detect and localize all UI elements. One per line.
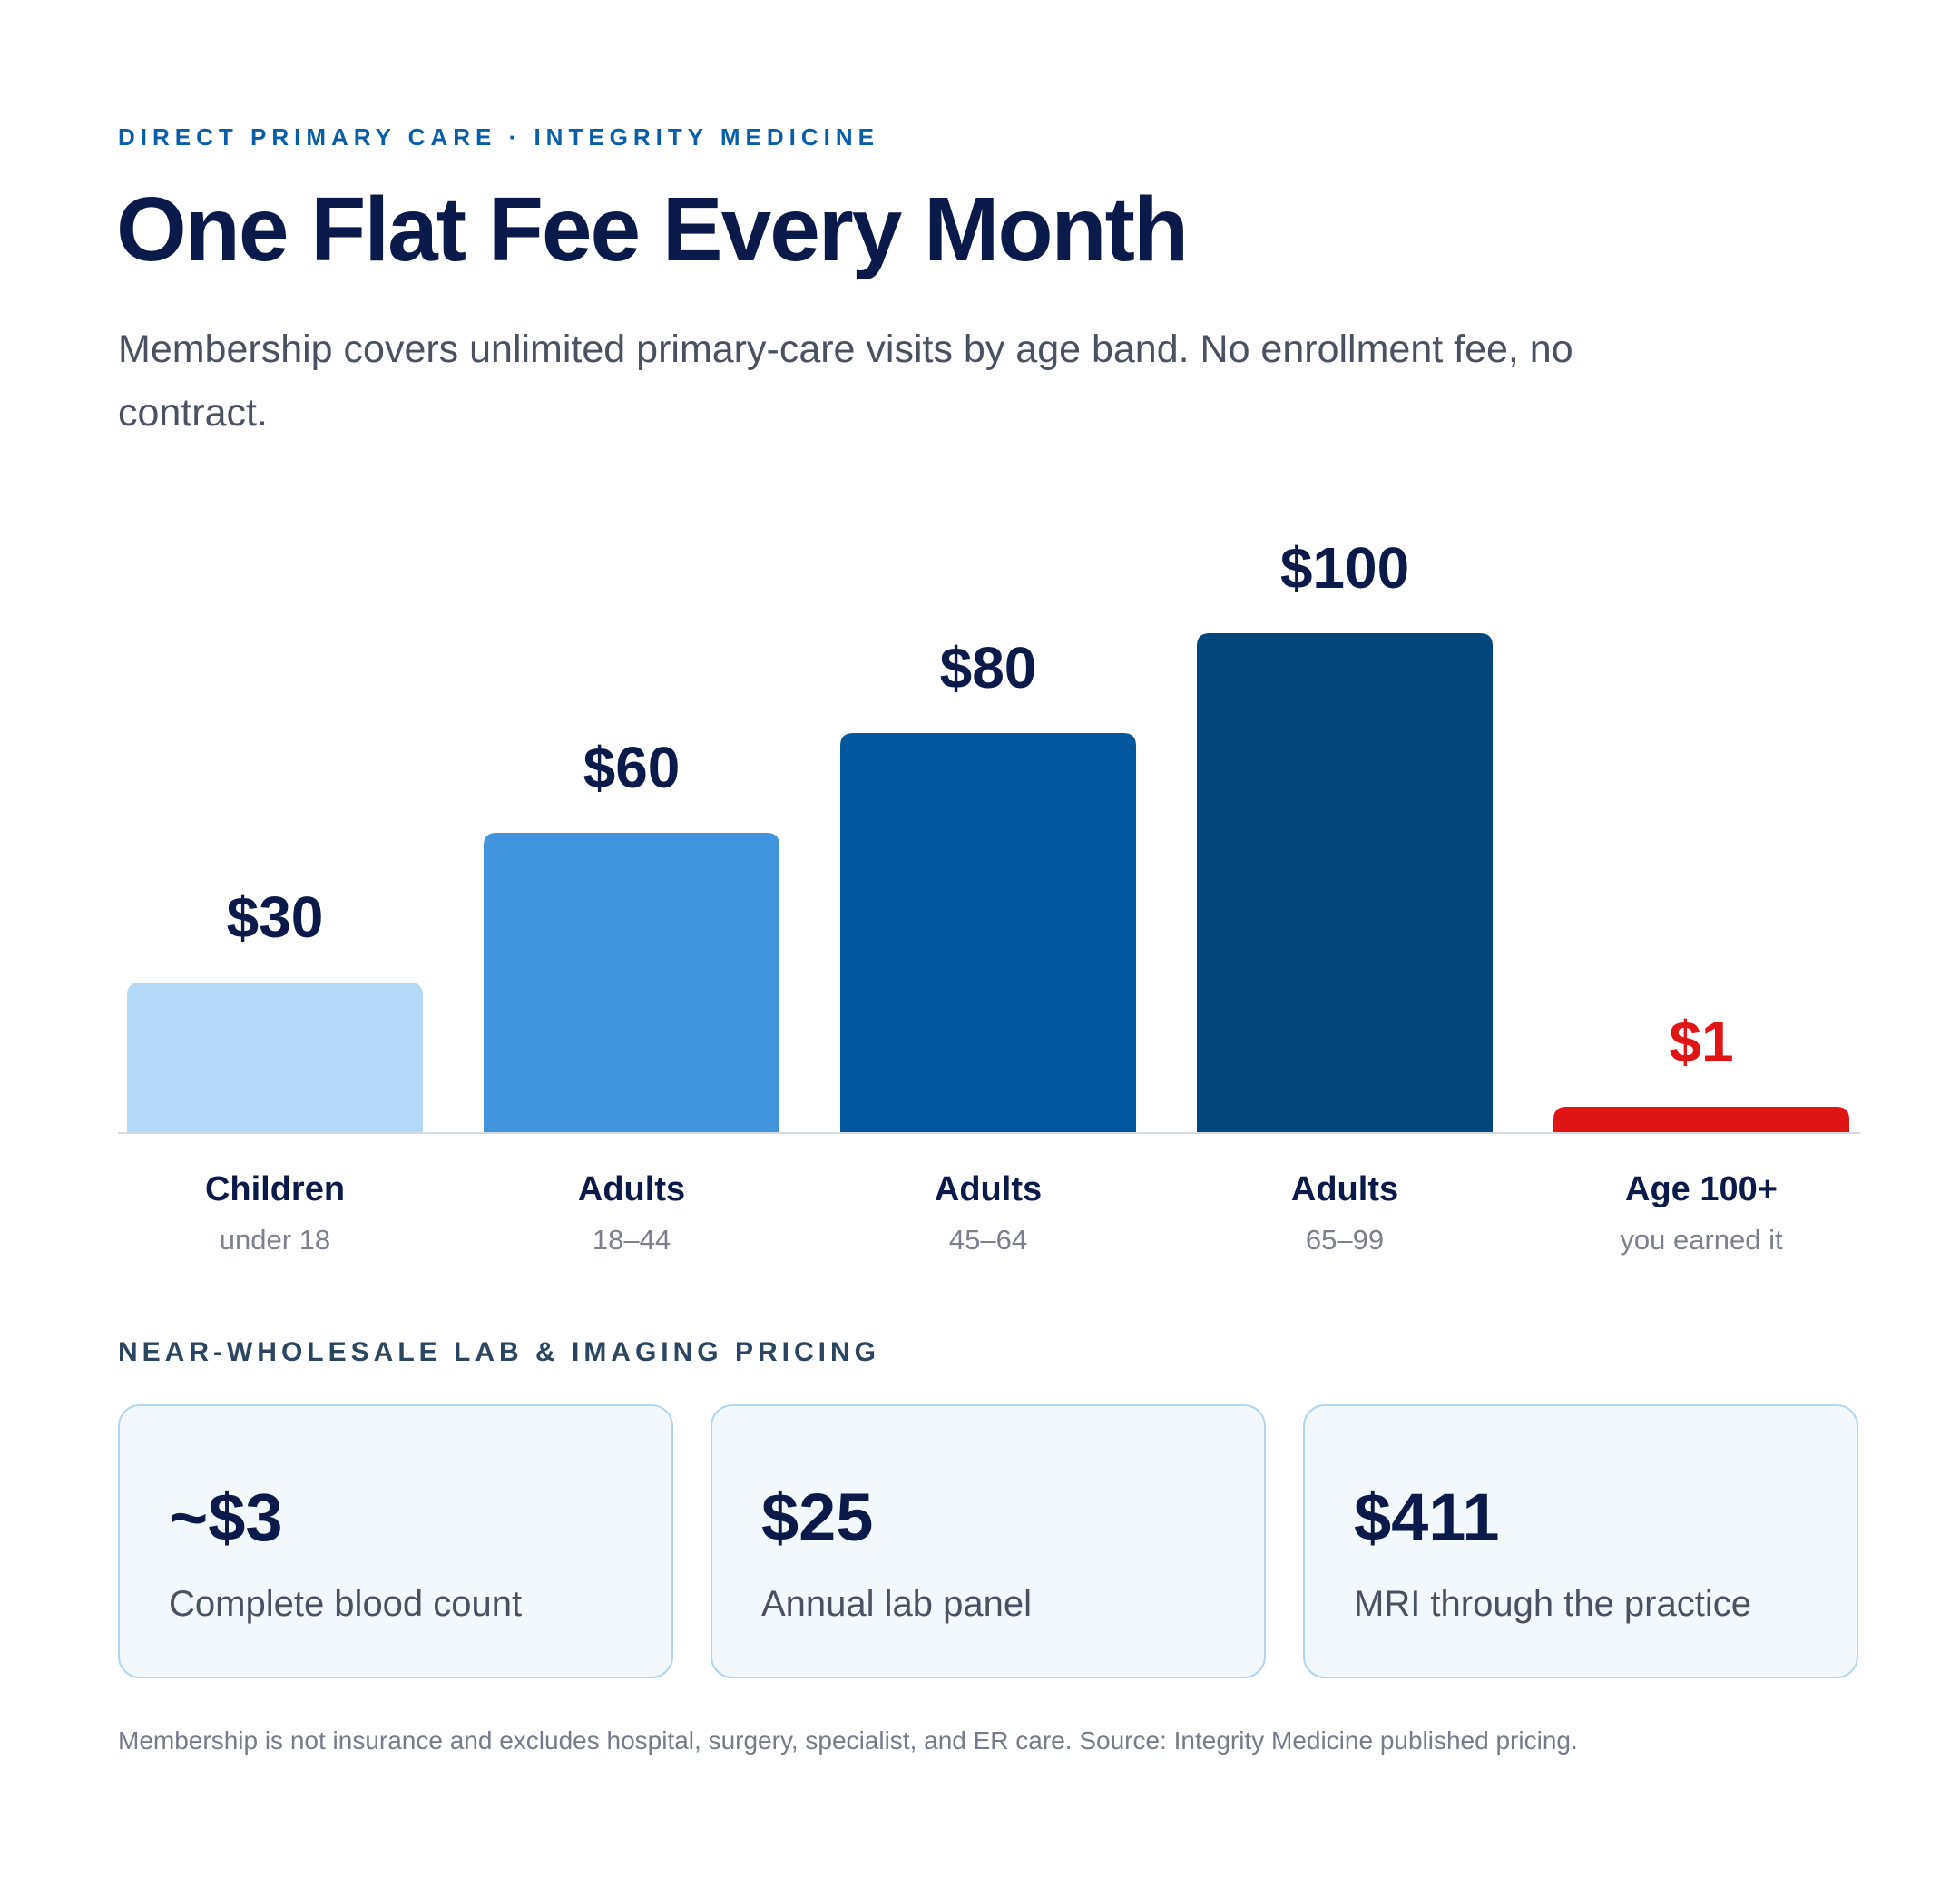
pricing-card-price: $25	[761, 1480, 874, 1555]
pricing-card-desc: Complete blood count	[169, 1584, 523, 1624]
category-label-3: Adults	[1291, 1170, 1398, 1208]
pricing-card-cbc: ~$3 Complete blood count	[118, 1404, 673, 1678]
pricing-card-lab-panel: $25 Annual lab panel	[710, 1404, 1266, 1678]
bar-3	[1197, 633, 1493, 1132]
bar-value-label-0: $30	[227, 885, 324, 950]
eyebrow-label: DIRECT PRIMARY CARE · INTEGRITY MEDICINE	[118, 123, 880, 151]
pricing-card-price: ~$3	[169, 1480, 283, 1555]
page-title: One Flat Fee Every Month	[116, 179, 1189, 280]
bar-0	[127, 983, 423, 1132]
bar-1	[484, 833, 779, 1132]
bar-2	[840, 733, 1136, 1132]
bar-value-label-2: $80	[940, 635, 1037, 700]
footnote: Membership is not insurance and excludes…	[118, 1726, 1578, 1755]
category-label-1: Adults	[578, 1170, 685, 1208]
bar-4	[1553, 1107, 1849, 1132]
bar-value-label-3: $100	[1280, 535, 1409, 601]
pricing-section-label: NEAR-WHOLESALE LAB & IMAGING PRICING	[118, 1337, 880, 1367]
page-subtitle: Membership covers unlimited primary-care…	[118, 328, 1573, 435]
pricing-card-price: $411	[1354, 1480, 1500, 1555]
category-label-2: Adults	[935, 1170, 1042, 1208]
pricing-card-desc: MRI through the practice	[1354, 1584, 1751, 1624]
bar-value-label-1: $60	[583, 735, 681, 800]
pricing-card-desc: Annual lab panel	[761, 1584, 1033, 1624]
category-sublabel-2: 45–64	[949, 1224, 1027, 1256]
category-label-0: Children	[205, 1170, 345, 1208]
category-sublabel-3: 65–99	[1306, 1224, 1384, 1256]
bar-value-label-4: $1	[1669, 1009, 1733, 1074]
category-sublabel-0: under 18	[220, 1224, 330, 1256]
pricing-card-mri: $411 MRI through the practice	[1303, 1404, 1858, 1678]
category-sublabel-1: 18–44	[593, 1224, 671, 1256]
category-sublabel-4: you earned it	[1620, 1224, 1783, 1256]
membership-fee-bar-chart: $30 Children under 18 $60 Adults 18–44 $80 Adul…	[118, 535, 1860, 1256]
category-label-4: Age 100+	[1625, 1170, 1778, 1208]
